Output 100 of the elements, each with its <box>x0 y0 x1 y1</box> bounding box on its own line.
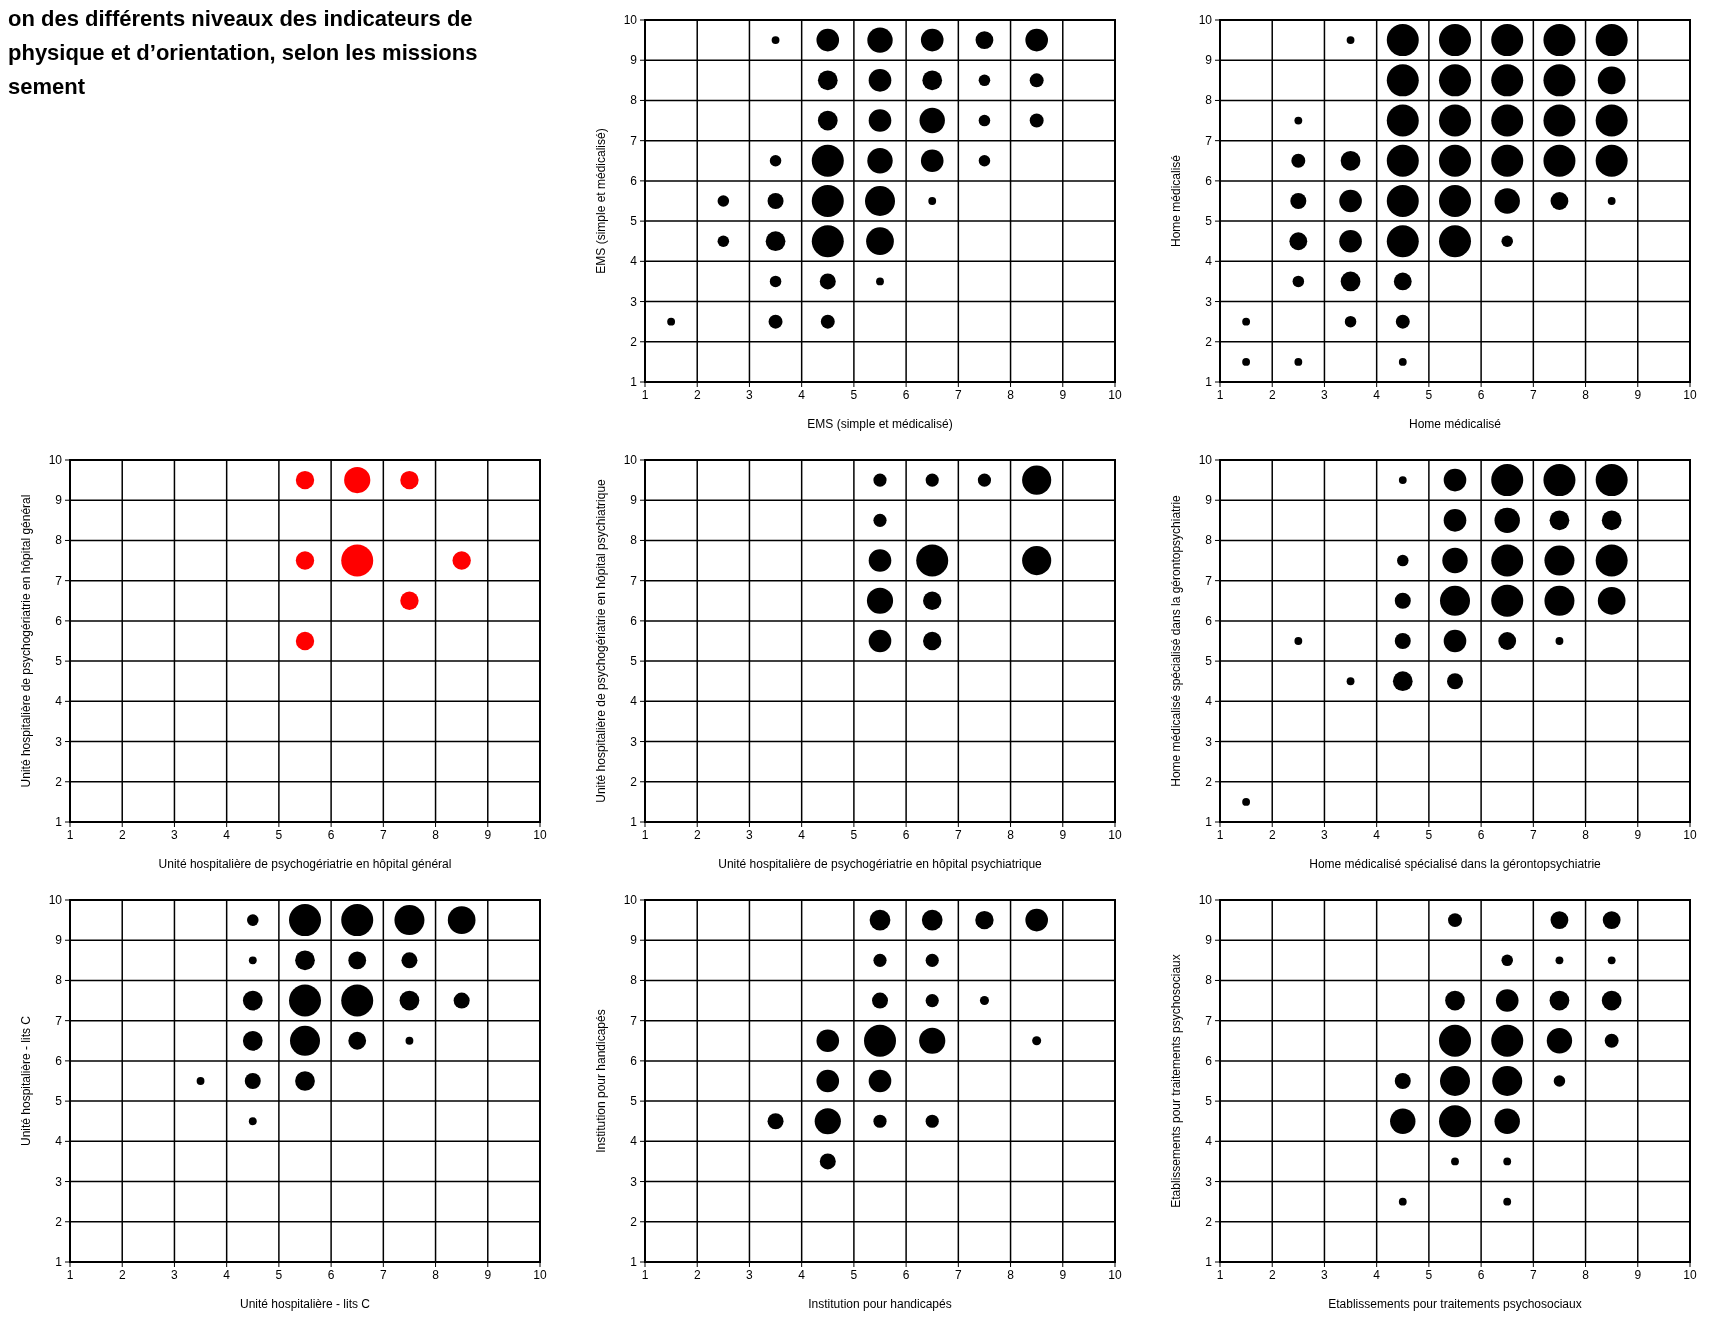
x-tick-label: 6 <box>1477 388 1485 402</box>
x-tick-label: 1 <box>66 828 74 842</box>
x-tick-label: 1 <box>1216 1268 1224 1282</box>
x-tick-label: 10 <box>1108 828 1122 842</box>
x-tick-label: 9 <box>1634 828 1642 842</box>
y-tick-label: 4 <box>630 254 638 269</box>
y-tick-label: 4 <box>1205 254 1213 269</box>
y-axis-title: Unité hospitalière de psychogériatrie en hôpital psychiatrique <box>594 478 608 803</box>
y-tick-label: 6 <box>630 613 638 628</box>
y-tick-label: 3 <box>630 734 638 749</box>
x-tick-label: 5 <box>850 1268 858 1282</box>
y-tick-label: 3 <box>55 1174 63 1189</box>
text: on des différents niveaux des indicateurs de physique et d’orientation, selon les missions sement <box>8 6 478 99</box>
x-axis-title: Unité hospitalière - lits C <box>239 1297 371 1311</box>
x-tick-label: 4 <box>223 1268 231 1282</box>
y-tick-label: 8 <box>630 973 638 988</box>
y-tick-label: 5 <box>630 214 638 229</box>
y-tick-label: 6 <box>630 173 638 188</box>
y-tick-label: 3 <box>1205 294 1213 309</box>
y-tick-label: 8 <box>1205 533 1213 548</box>
y-axis-title: Unité hospitalière de psychogériatrie en hôpital général <box>19 494 33 788</box>
y-tick-label: 2 <box>1205 774 1213 789</box>
x-tick-label: 4 <box>798 388 806 402</box>
x-tick-label: 7 <box>954 388 962 402</box>
y-tick-label: 6 <box>55 613 63 628</box>
y-tick-label: 9 <box>1205 53 1213 68</box>
x-tick-label: 9 <box>1634 1268 1642 1282</box>
y-tick-label: 2 <box>55 1214 63 1229</box>
x-tick-label: 6 <box>1477 1268 1485 1282</box>
x-tick-label: 10 <box>533 1268 547 1282</box>
x-tick-label: 8 <box>1007 388 1015 402</box>
x-tick-label: 3 <box>171 1268 179 1282</box>
x-tick-label: 8 <box>432 828 440 842</box>
x-tick-label: 10 <box>1683 828 1697 842</box>
x-tick-label: 2 <box>1268 388 1276 402</box>
y-tick-label: 7 <box>630 1013 638 1028</box>
y-tick-label: 8 <box>1205 973 1213 988</box>
y-tick-label: 1 <box>55 1255 63 1269</box>
y-tick-label: 6 <box>1205 1053 1213 1068</box>
x-tick-label: 8 <box>1582 1268 1590 1282</box>
x-tick-label: 7 <box>1529 828 1537 842</box>
y-tick-label: 5 <box>1205 1094 1213 1109</box>
x-tick-label: 6 <box>902 828 910 842</box>
y-axis-title: Unité hospitalière - lits C <box>19 1015 33 1147</box>
y-axis-title: Etablissements pour traitements psychosociaux <box>1169 954 1183 1208</box>
x-tick-label: 1 <box>1216 828 1224 842</box>
y-tick-label: 7 <box>630 133 638 148</box>
y-tick-label: 10 <box>1198 13 1213 27</box>
y-tick-label: 7 <box>55 1013 63 1028</box>
y-tick-label: 2 <box>1205 1214 1213 1229</box>
x-tick-label: 2 <box>118 828 126 842</box>
y-tick-label: 2 <box>630 1214 638 1229</box>
x-tick-label: 4 <box>798 1268 806 1282</box>
y-tick-label: 10 <box>48 453 63 467</box>
y-tick-label: 1 <box>1205 375 1213 389</box>
x-axis-title: Home médicalisé <box>1408 417 1502 431</box>
x-tick-label: 9 <box>1059 1268 1067 1282</box>
y-tick-label: 4 <box>55 694 63 709</box>
y-tick-label: 9 <box>1205 493 1213 508</box>
x-tick-label: 1 <box>641 1268 649 1282</box>
x-tick-label: 4 <box>1373 388 1381 402</box>
x-tick-label: 10 <box>533 828 547 842</box>
y-tick-label: 4 <box>1205 1134 1213 1149</box>
y-tick-label: 10 <box>48 893 63 907</box>
x-tick-label: 9 <box>484 828 492 842</box>
x-axis-title: Institution pour handicapés <box>808 1297 952 1311</box>
x-tick-label: 6 <box>327 828 335 842</box>
y-tick-label: 1 <box>630 1255 638 1269</box>
x-tick-label: 6 <box>1477 828 1485 842</box>
x-tick-label: 7 <box>954 828 962 842</box>
x-tick-label: 3 <box>1321 1268 1329 1282</box>
y-tick-label: 10 <box>623 13 638 27</box>
y-tick-label: 6 <box>630 1053 638 1068</box>
y-tick-label: 2 <box>55 774 63 789</box>
x-tick-label: 1 <box>641 828 649 842</box>
x-tick-label: 6 <box>327 1268 335 1282</box>
y-axis-title: Home médicalisé spécialisé dans la gérontopsychiatrie <box>1169 494 1183 787</box>
x-tick-label: 5 <box>850 828 858 842</box>
x-tick-label: 7 <box>379 828 387 842</box>
x-tick-label: 3 <box>746 388 754 402</box>
y-tick-label: 4 <box>630 694 638 709</box>
y-tick-label: 7 <box>55 573 63 588</box>
x-tick-label: 3 <box>1321 388 1329 402</box>
y-tick-label: 3 <box>55 734 63 749</box>
x-tick-label: 4 <box>1373 1268 1381 1282</box>
x-axis-title: Unité hospitalière de psychogériatrie en hôpital psychiatrique <box>718 857 1043 871</box>
x-tick-label: 8 <box>1007 828 1015 842</box>
x-tick-label: 5 <box>1425 388 1433 402</box>
y-tick-label: 10 <box>1198 453 1213 467</box>
x-tick-label: 8 <box>1582 828 1590 842</box>
x-tick-label: 8 <box>1007 1268 1015 1282</box>
y-tick-label: 1 <box>630 375 638 389</box>
x-tick-label: 4 <box>223 828 231 842</box>
x-tick-label: 2 <box>1268 1268 1276 1282</box>
y-tick-label: 5 <box>55 654 63 669</box>
y-tick-label: 1 <box>630 815 638 829</box>
x-tick-label: 7 <box>954 1268 962 1282</box>
x-tick-label: 7 <box>379 1268 387 1282</box>
x-tick-label: 5 <box>275 1268 283 1282</box>
y-tick-label: 3 <box>630 294 638 309</box>
